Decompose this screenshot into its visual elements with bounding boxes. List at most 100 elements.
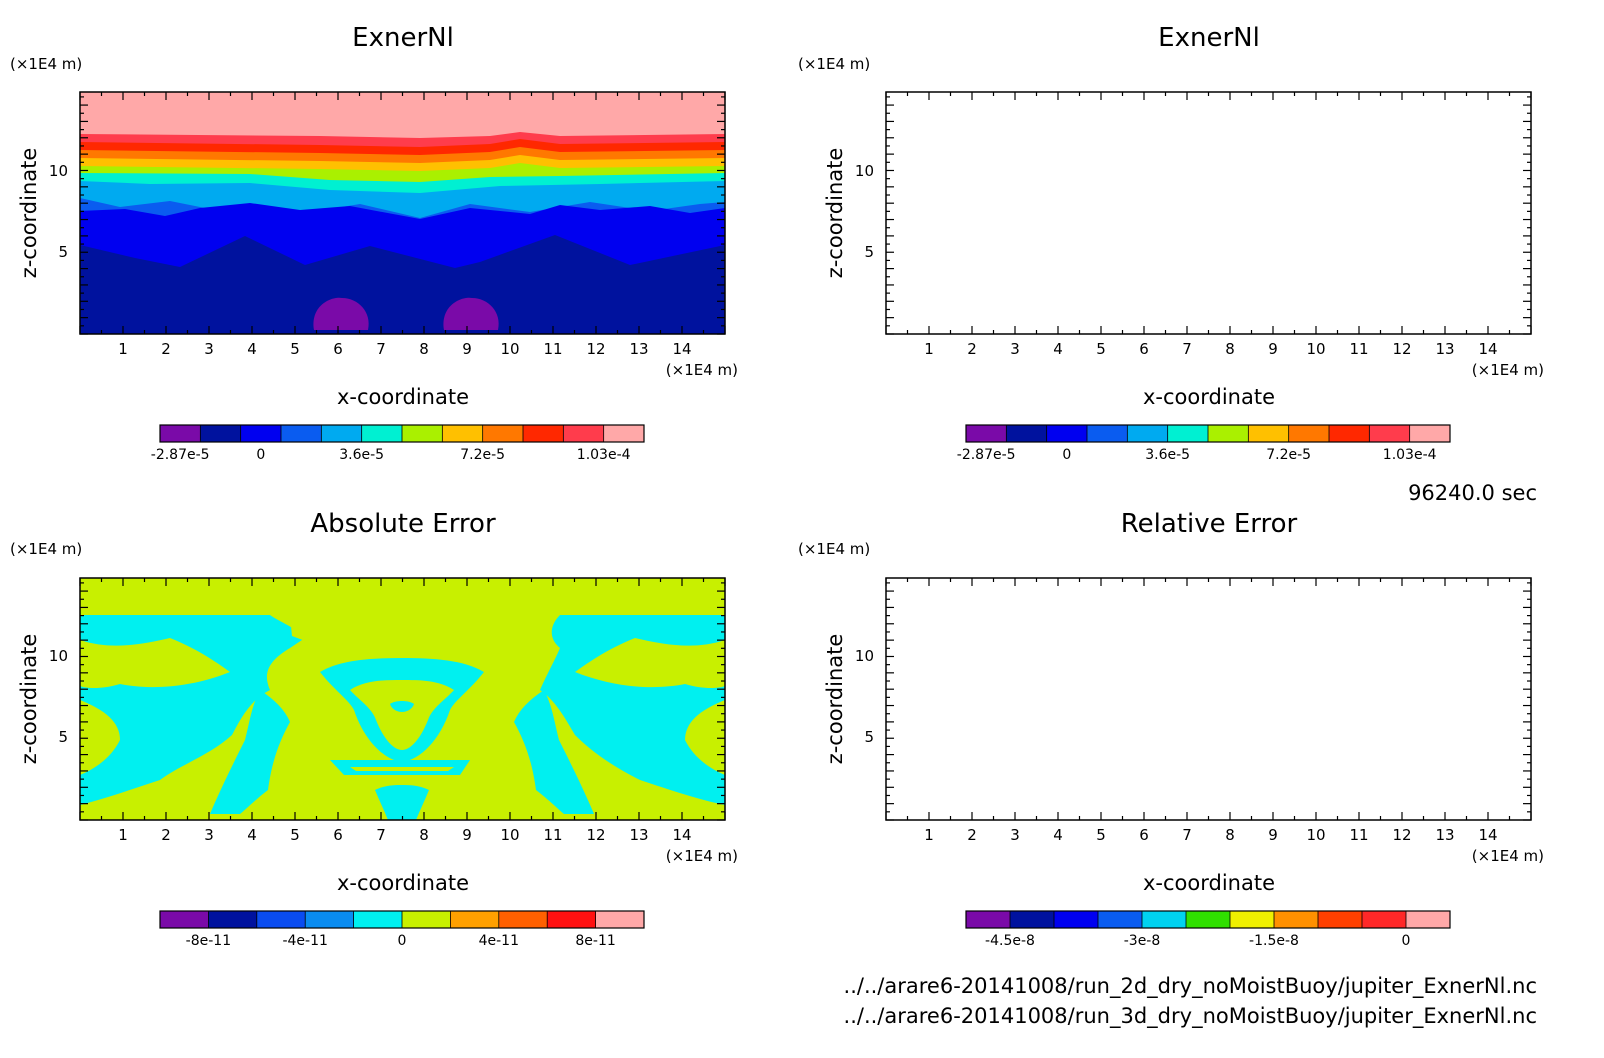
axis-ticks <box>885 578 1532 821</box>
y-unit-label: (×1E4 m) <box>798 540 870 558</box>
colorbar-tick-label: -2.87e-5 <box>957 447 1016 463</box>
colorbar-swatch <box>160 425 201 442</box>
axis-ticks <box>79 92 726 335</box>
colorbar-swatch <box>353 911 403 928</box>
x-tick-label: 9 <box>1268 826 1278 844</box>
colorbar-swatch <box>450 911 500 928</box>
colorbar-swatch <box>321 425 363 442</box>
x-unit-label: (×1E4 m) <box>1472 361 1544 379</box>
plot-frame <box>885 577 1532 821</box>
x-tick-label: 7 <box>376 826 386 844</box>
x-tick-label: 5 <box>290 826 300 844</box>
file-path-label: ../../arare6-20141008/run_2d_dry_noMoist… <box>844 974 1537 999</box>
x-tick-label: 14 <box>1478 340 1497 358</box>
y-axis-label: z-coordinate <box>823 148 847 279</box>
colorbar-swatch <box>482 425 524 442</box>
x-tick-label: 7 <box>1182 826 1192 844</box>
colorbar-swatch <box>1230 911 1275 928</box>
y-axis-label: z-coordinate <box>823 634 847 765</box>
x-tick-label: 2 <box>967 340 977 358</box>
x-tick-label: 4 <box>247 826 257 844</box>
panel-title: Absolute Error <box>310 509 496 539</box>
x-tick-label: 1 <box>924 340 934 358</box>
y-tick-label: 5 <box>864 243 874 261</box>
contour-field <box>80 92 725 334</box>
x-tick-label: 8 <box>419 340 429 358</box>
y-axis-label: z-coordinate <box>17 634 41 765</box>
x-tick-label: 10 <box>500 826 519 844</box>
x-tick-label: 12 <box>1392 826 1411 844</box>
x-axis-label: x-coordinate <box>1143 871 1275 895</box>
colorbar-tick-label: 4e-11 <box>479 933 519 949</box>
x-tick-label: 13 <box>1435 340 1454 358</box>
x-tick-label: 3 <box>204 826 214 844</box>
x-unit-label: (×1E4 m) <box>666 361 738 379</box>
x-tick-label: 14 <box>1478 826 1497 844</box>
x-tick-label: 2 <box>161 826 171 844</box>
colorbar-swatch <box>1142 911 1187 928</box>
x-tick-label: 12 <box>586 340 605 358</box>
colorbar-swatch <box>281 425 322 442</box>
x-tick-label: 9 <box>462 826 472 844</box>
x-tick-label: 10 <box>1306 826 1325 844</box>
x-tick-label: 4 <box>1053 340 1063 358</box>
colorbar-tick-label: 8e-11 <box>575 933 615 949</box>
y-tick-label: 10 <box>49 647 68 665</box>
y-tick-label: 5 <box>58 243 68 261</box>
x-tick-label: 12 <box>586 826 605 844</box>
x-tick-label: 14 <box>672 340 691 358</box>
x-tick-label: 13 <box>1435 826 1454 844</box>
x-tick-label: 5 <box>290 340 300 358</box>
colorbar-tick-label: 0 <box>1402 933 1411 949</box>
y-tick-label: 5 <box>58 728 68 746</box>
x-tick-label: 1 <box>118 340 128 358</box>
colorbar-frame <box>159 424 645 443</box>
contour-field <box>886 578 1531 820</box>
x-tick-label: 14 <box>672 826 691 844</box>
colorbar-swatch <box>1046 425 1088 442</box>
y-tick-label: 10 <box>855 162 874 180</box>
x-tick-label: 12 <box>1392 340 1411 358</box>
panel-title: ExnerNl <box>1158 23 1260 53</box>
x-tick-label: 11 <box>1349 340 1368 358</box>
colorbar: -2.87e-5 0 3.6e-5 7.2e-5 1.03e-4 <box>151 424 645 463</box>
colorbar-swatch <box>305 911 355 928</box>
colorbar-swatch <box>1288 425 1330 442</box>
colorbar-swatch <box>256 911 306 928</box>
colorbar-tick-label: -2.87e-5 <box>151 447 210 463</box>
colorbar-tick-label: -8e-11 <box>186 933 231 949</box>
x-tick-label: 4 <box>247 340 257 358</box>
colorbar-swatch <box>442 425 484 442</box>
plot-frame <box>885 91 1532 335</box>
contour-field <box>886 92 1531 334</box>
x-tick-label: 3 <box>1010 826 1020 844</box>
colorbar-swatch <box>1006 425 1048 442</box>
panel-exnernl-right: ExnerNl (×1E4 m) 10 5 1 2 3 4 5 6 7 8 9 10 11 12 13 1… <box>798 23 1544 463</box>
colorbar-swatch <box>595 911 645 928</box>
x-tick-label: 7 <box>1182 340 1192 358</box>
x-tick-label: 5 <box>1096 826 1106 844</box>
x-tick-label: 6 <box>333 826 343 844</box>
colorbar-swatch <box>1409 425 1451 442</box>
x-tick-label: 8 <box>419 826 429 844</box>
colorbar-swatch <box>1362 911 1407 928</box>
colorbar-tick-label: 7.2e-5 <box>460 447 505 463</box>
colorbar-swatch <box>160 911 209 928</box>
x-axis-label: x-coordinate <box>1143 385 1275 409</box>
colorbar-tick-label: 1.03e-4 <box>577 447 631 463</box>
axis-ticks <box>79 578 726 821</box>
x-axis-label: x-coordinate <box>337 385 469 409</box>
x-tick-label: 8 <box>1225 826 1235 844</box>
y-tick-label: 10 <box>49 162 68 180</box>
x-tick-label: 6 <box>1139 826 1149 844</box>
y-tick-label: 10 <box>855 647 874 665</box>
x-tick-label: 11 <box>543 340 562 358</box>
y-axis-label: z-coordinate <box>17 148 41 279</box>
colorbar-tick-label: 3.6e-5 <box>1145 447 1190 463</box>
colorbar-swatch <box>402 425 443 442</box>
colorbar-frame <box>965 424 1451 443</box>
contour-field <box>80 578 725 820</box>
panel-title: ExnerNl <box>352 23 454 53</box>
